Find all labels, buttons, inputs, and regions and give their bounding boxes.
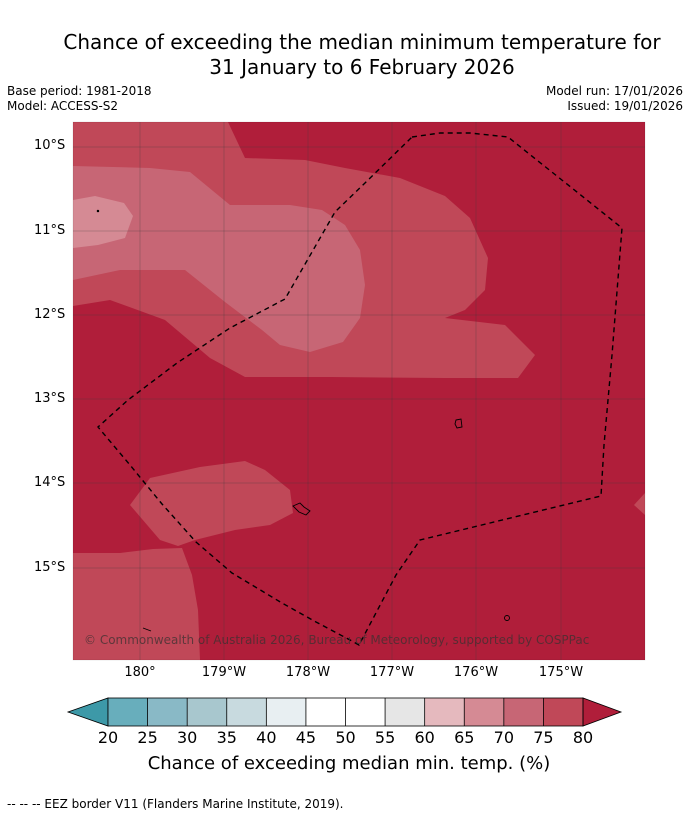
colorbar-label-40: 40 [256, 728, 277, 747]
graticule [73, 122, 645, 660]
eez-legend: -- -- -- EEZ border V11 (Flanders Marine… [7, 797, 344, 811]
colorbar-bin-45-50 [305, 698, 346, 726]
meta-left: Base period: 1981-2018 Model: ACCESS-S2 [7, 84, 152, 114]
colorbar-bin-50-55 [345, 698, 386, 726]
colorbar-label-35: 35 [216, 728, 237, 747]
colorbar-bin-25-30 [147, 698, 188, 726]
colorbar-bin-65-70 [464, 698, 504, 726]
lat-label-12s: 12°S [34, 307, 66, 322]
island-west [142, 627, 152, 632]
colorbar-bin-30-35 [187, 698, 227, 726]
colorbar-bin-60-65 [424, 698, 465, 726]
colorbar-label-25: 25 [137, 728, 158, 747]
island-nw [96, 209, 100, 213]
colorbar-extend-low [66, 697, 109, 727]
copyright-notice: © Commonwealth of Australia 2026, Bureau… [84, 633, 590, 647]
colorbar-bin-75-80 [543, 698, 583, 726]
title-line-2: 31 January to 6 February 2026 [209, 55, 515, 79]
lat-label-15s: 15°S [34, 560, 66, 575]
title-line-1: Chance of exceeding the median minimum t… [63, 30, 661, 54]
colorbar-label-65: 65 [454, 728, 475, 747]
island-upolu [292, 502, 311, 516]
island-south [504, 615, 510, 621]
colorbar-label-60: 60 [414, 728, 435, 747]
base-period: Base period: 1981-2018 [7, 84, 152, 98]
islands [96, 209, 510, 632]
probability-band-65 [73, 196, 133, 248]
probability-band-75-west [73, 548, 200, 660]
colorbar-label-45: 45 [295, 728, 317, 747]
issued-date: Issued: 19/01/2026 [567, 99, 683, 113]
probability-band-75-south [130, 461, 293, 546]
colorbar-bin-35-40 [226, 698, 267, 726]
probability-band-70 [73, 166, 365, 352]
probability-band-75-east [634, 493, 645, 515]
map-title: Chance of exceeding the median minimum t… [0, 30, 690, 80]
colorbar-bin-55-60 [385, 698, 425, 726]
colorbar-label-20: 20 [97, 728, 119, 747]
model-run: Model run: 17/01/2026 [545, 84, 683, 98]
lon-label-176w: 176°W [453, 665, 499, 680]
colorbar-label-80: 80 [572, 728, 594, 747]
map-frame [72, 121, 646, 661]
colorbar-label-50: 50 [335, 728, 356, 747]
meta-right: Model run: 17/01/2026 Issued: 19/01/2026 [546, 84, 683, 114]
lon-label-177w: 177°W [369, 665, 415, 680]
colorbar-title: Chance of exceeding median min. temp. (%… [147, 753, 551, 774]
lat-label-14s: 14°S [34, 475, 66, 490]
colorbar-label-70: 70 [493, 728, 514, 747]
colorbar-bin-40-45 [266, 698, 306, 726]
colorbar-extend-high [582, 697, 623, 727]
lon-label-175w: 175°W [538, 665, 584, 680]
colorbar-bin-70-75 [503, 698, 544, 726]
colorbar-label-75: 75 [533, 728, 554, 747]
colorbar [66, 697, 623, 727]
lat-label-10s: 10°S [34, 138, 66, 153]
colorbar-label-55: 55 [374, 728, 396, 747]
colorbar-bin-20-25 [108, 698, 148, 726]
eez-border [97, 132, 623, 646]
lat-label-13s: 13°S [34, 391, 66, 406]
lon-label-179w: 179°W [201, 665, 247, 680]
lon-label-180: 180° [124, 665, 156, 680]
lon-label-178w: 178°W [285, 665, 331, 680]
model-name: Model: ACCESS-S2 [7, 99, 119, 113]
colorbar-label-30: 30 [176, 728, 198, 747]
map-area [73, 122, 645, 660]
lat-label-11s: 11°S [34, 223, 66, 238]
island-tutuila [454, 418, 463, 429]
